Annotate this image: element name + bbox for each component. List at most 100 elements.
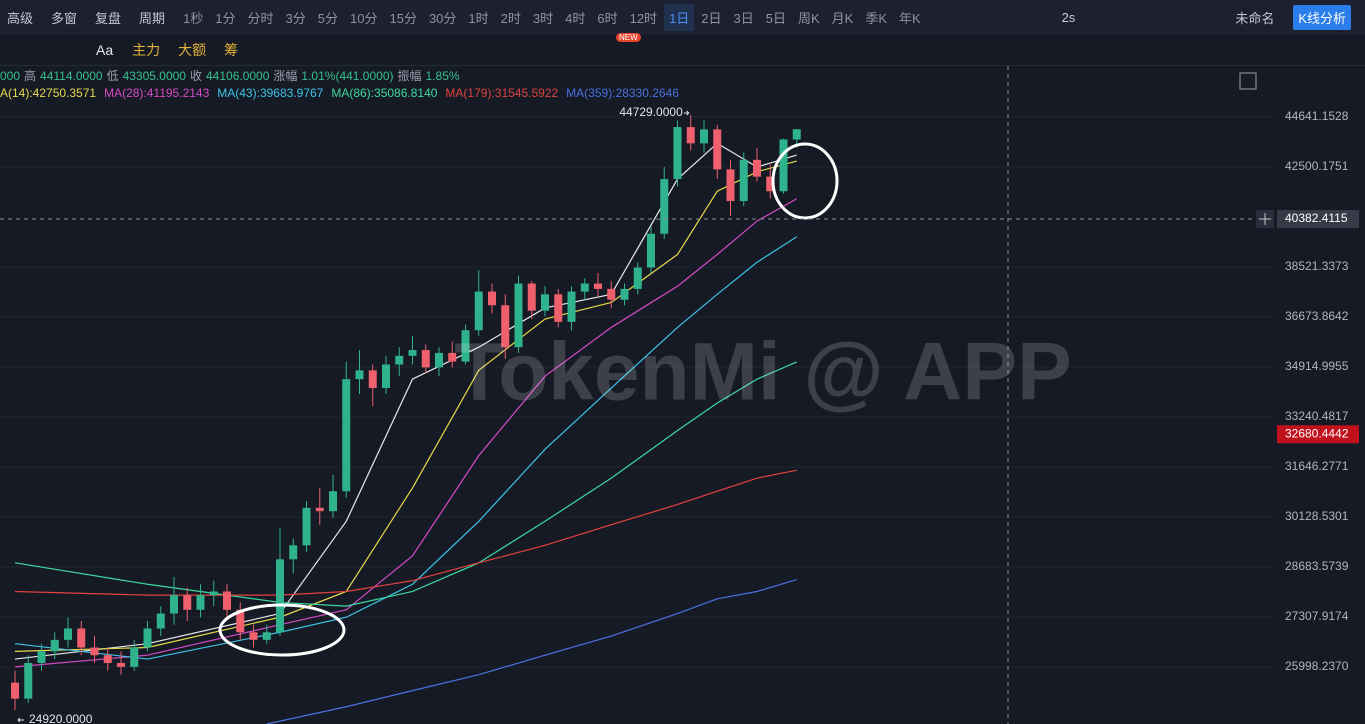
interval-tab[interactable]: 15分 xyxy=(389,11,417,26)
candle-body xyxy=(37,651,46,663)
candle-body xyxy=(580,283,589,292)
candle-body xyxy=(90,647,99,656)
tool-bar: Aa 主力 大额 筹 NEW xyxy=(0,33,1365,66)
candle-body xyxy=(170,595,178,614)
candle-body xyxy=(594,283,602,289)
toolbar-item[interactable]: K线分析 xyxy=(1293,5,1351,30)
ma-line xyxy=(14,361,797,607)
interval-tab[interactable]: 1时 xyxy=(468,11,489,26)
interval-tab[interactable]: 6时 xyxy=(597,11,618,26)
candle-body xyxy=(488,291,496,306)
candle-body xyxy=(713,129,722,170)
candle-body xyxy=(766,176,775,192)
y-tick-label: 25998.2370 xyxy=(1285,659,1349,673)
high-label: 44729.0000 xyxy=(619,105,683,119)
candle-body xyxy=(792,129,801,140)
interval-tab[interactable]: 1分 xyxy=(215,11,236,26)
interval-tab[interactable]: 周K xyxy=(798,11,820,26)
y-tick-label: 31646.2771 xyxy=(1285,459,1349,473)
layout-icon[interactable] xyxy=(1239,72,1257,90)
interval-tab[interactable]: 1日 xyxy=(664,4,695,31)
interval-tab[interactable]: 4时 xyxy=(565,11,586,26)
candle-body xyxy=(342,379,351,492)
candle-body xyxy=(223,591,231,610)
toolbar-item[interactable]: 高级 xyxy=(7,11,34,26)
candle-body xyxy=(209,591,218,596)
interval-tab[interactable]: 年K xyxy=(899,11,921,26)
candle-body xyxy=(302,507,311,546)
candle-body xyxy=(501,305,510,348)
ma-line xyxy=(14,236,798,660)
candle-body xyxy=(474,291,483,331)
toolbar-item[interactable]: 多窗 xyxy=(51,11,78,26)
ohlc-info: 1.01%(441.0000) xyxy=(301,69,393,83)
y-tick-label: 44641.1528 xyxy=(1285,109,1349,123)
toolbar-item[interactable]: 复盘 xyxy=(95,11,122,26)
candle-body xyxy=(448,352,457,362)
tool-button[interactable]: 主力 xyxy=(132,42,161,58)
legend-entry: MA(179):31545.5922 xyxy=(445,86,558,100)
y-tick-label: 33240.4817 xyxy=(1285,409,1349,423)
y-tick-label: 34914.9955 xyxy=(1285,359,1349,373)
ohlc-info: 1.85% xyxy=(426,69,460,83)
candle-body xyxy=(686,127,695,144)
tool-button[interactable]: Aa xyxy=(96,42,114,58)
y-tick-label: 27307.9174 xyxy=(1285,609,1349,623)
ohlc-info: 43305.0000 xyxy=(123,69,187,83)
candle-body xyxy=(633,267,642,289)
ohlc-info: 44106.0000 xyxy=(206,69,270,83)
interval-tab[interactable]: 10分 xyxy=(350,11,378,26)
y-tick-label: 42500.1751 xyxy=(1285,159,1349,173)
tool-button[interactable]: 筹 xyxy=(224,42,239,58)
y-tick-label: 38521.3373 xyxy=(1285,259,1349,273)
candle-body xyxy=(315,507,324,512)
candle-body xyxy=(461,330,470,362)
interval-tab[interactable]: 2日 xyxy=(701,11,722,26)
ma-line xyxy=(14,142,797,660)
candle-body xyxy=(541,294,549,311)
toolbar-item[interactable]: 2s xyxy=(1061,10,1076,25)
plus-icon xyxy=(1259,212,1271,225)
interval-tab[interactable]: 5日 xyxy=(765,11,786,26)
interval-tab[interactable]: 5分 xyxy=(317,11,339,26)
interval-tab[interactable]: 1秒 xyxy=(183,11,204,26)
interval-tab[interactable]: 12时 xyxy=(629,11,658,26)
tool-button[interactable]: 大额 xyxy=(178,42,207,58)
candle-body xyxy=(753,159,761,177)
crosshair-tag xyxy=(1277,209,1359,228)
candle-body xyxy=(421,350,430,368)
candle-body xyxy=(289,545,298,560)
legend-entry: MA(359):28330.2646 xyxy=(566,86,679,100)
candle-body xyxy=(77,628,86,648)
ohlc-info: 收 xyxy=(190,69,202,83)
candle-body xyxy=(196,595,205,610)
toolbar-item[interactable]: 周期 xyxy=(139,11,166,26)
toolbar-item[interactable]: 未命名 xyxy=(1235,11,1275,26)
interval-tab[interactable]: 3日 xyxy=(733,11,754,26)
candle-body xyxy=(395,355,404,365)
interval-tab[interactable]: 月K xyxy=(831,11,854,26)
interval-tab[interactable]: 季K xyxy=(865,11,888,26)
candle-body xyxy=(435,352,443,368)
interval-tab[interactable]: 3时 xyxy=(532,11,554,26)
candle-body xyxy=(103,655,112,663)
candle-body xyxy=(249,632,258,640)
candle-body xyxy=(408,350,417,356)
interval-tab[interactable]: 2时 xyxy=(500,11,521,26)
arrow xyxy=(683,110,690,116)
price-tag xyxy=(1277,425,1359,444)
ma-line xyxy=(14,160,797,652)
candle-body xyxy=(779,139,788,192)
ohlc-info: 振幅 xyxy=(398,68,422,83)
interval-tab[interactable]: 分时 xyxy=(247,11,274,26)
candle-body xyxy=(183,595,192,610)
candle-body xyxy=(355,370,364,380)
candle-body xyxy=(382,364,390,389)
interval-tab[interactable]: 30分 xyxy=(428,11,457,26)
candle-body xyxy=(130,647,139,667)
highlight-circle xyxy=(771,142,839,220)
candle-body xyxy=(24,662,33,699)
ma-line xyxy=(14,198,798,668)
interval-tab[interactable]: 3分 xyxy=(285,11,306,26)
